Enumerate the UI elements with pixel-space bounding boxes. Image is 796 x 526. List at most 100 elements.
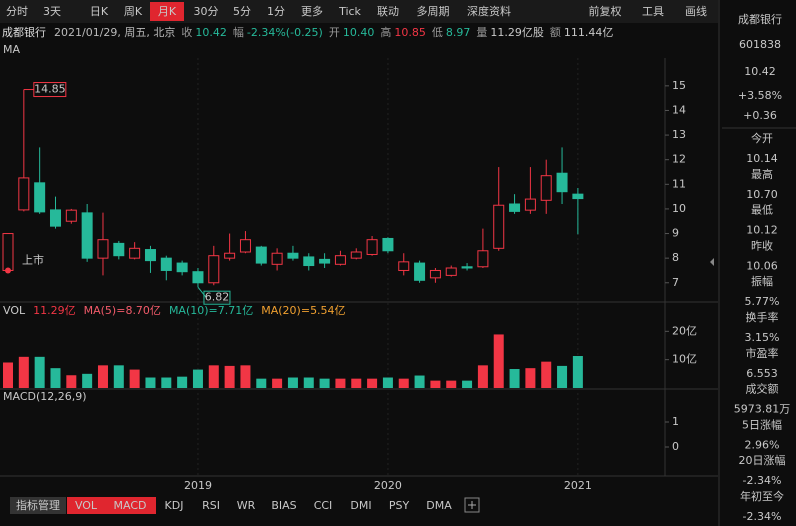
y-tick-label: 10 (672, 202, 686, 215)
candle-body (524, 198, 536, 211)
toolbar-tab[interactable]: 分时 (6, 5, 28, 18)
volume-bar (34, 356, 45, 388)
volume-bar (430, 380, 441, 388)
toolbar-tab[interactable]: 5分 (233, 5, 251, 18)
quote-change-pct: +3.58% (738, 89, 782, 102)
indicator-tab[interactable]: MACD (114, 499, 147, 512)
stat-value: 5.77% (745, 295, 780, 308)
vol-legend-item: MA(5)=8.70亿 (84, 304, 161, 317)
indicator-tab[interactable]: CCI (314, 499, 333, 512)
macd-tick-label: 0 (672, 440, 679, 453)
ma-label: MA (3, 43, 20, 56)
info-value: 11.29亿股 (490, 26, 544, 39)
volume-bar (256, 378, 267, 388)
info-row: 成都银行 2021/01/29, 周五, 北京收 10.42 幅 -2.34%(-0.2… (2, 25, 613, 39)
volume-bar (208, 365, 219, 388)
toolbar-tool[interactable]: 工具 (642, 5, 664, 18)
info-label: 低 (432, 26, 443, 39)
macd-tick-label: 1 (672, 415, 679, 428)
info-value: 10.85 (394, 26, 426, 39)
y-tick-label: 11 (672, 177, 686, 190)
toolbar-tab[interactable]: 日K (90, 5, 109, 18)
candle-body (239, 239, 251, 253)
info-value: 111.44亿 (564, 26, 614, 39)
candle-body (461, 266, 473, 269)
candle-body (65, 209, 77, 222)
add-indicator[interactable] (464, 497, 480, 513)
volume-bar (493, 334, 504, 388)
stock-name: 成都银行 (2, 25, 46, 39)
info-label: 量 (476, 26, 487, 39)
indicator-tab[interactable]: BIAS (271, 499, 296, 512)
stat-value: 10.06 (746, 259, 778, 272)
info-value: 10.40 (343, 26, 375, 39)
volume-bar (97, 365, 108, 388)
info-label: 开 (329, 26, 340, 39)
toolbar-tab[interactable]: 30分 (194, 5, 219, 18)
volume-bar (335, 378, 346, 388)
stat-label: 今开 (751, 131, 773, 145)
candle-body (445, 267, 457, 276)
candle-body (493, 204, 505, 249)
indicator-tab[interactable]: RSI (202, 499, 220, 512)
indicator-manage[interactable]: 指标管理 (16, 498, 60, 512)
candle-body (572, 193, 584, 200)
x-tick-label: 2021 (564, 479, 592, 492)
vol-legend-item: MA(20)=5.54亿 (261, 304, 345, 317)
volume-bar (66, 375, 77, 388)
candle-body (192, 271, 204, 284)
toolbar-tab[interactable]: 深度资料 (467, 4, 511, 18)
toolbar-tab[interactable]: 多周期 (417, 4, 450, 18)
candle-body (319, 258, 331, 264)
indicator-tab[interactable]: DMI (350, 499, 371, 512)
indicator-tab[interactable]: KDJ (165, 499, 184, 512)
candle-body (144, 249, 156, 262)
candle-body (49, 209, 61, 227)
toolbar-tool[interactable]: 画线 (685, 4, 707, 18)
indicator-tab[interactable]: PSY (389, 499, 410, 512)
vol-legend-item: 11.29亿 (33, 304, 76, 317)
toolbar-tab[interactable]: Tick (338, 5, 361, 18)
collapse-button[interactable] (710, 258, 714, 266)
low-label: 6.82 (205, 291, 230, 304)
high-box (33, 82, 67, 98)
datetime: 2021/01/29, 周五, 北京 (54, 25, 175, 39)
manage-bg (10, 497, 66, 514)
stat-label: 昨收 (751, 238, 773, 252)
toolbar-tab[interactable]: 1分 (267, 5, 285, 18)
info-label: 高 (380, 25, 391, 39)
indicator-tab[interactable]: DMA (426, 499, 452, 512)
stat-label: 成交额 (746, 382, 779, 396)
y-tick-label: 7 (672, 276, 679, 289)
y-tick-label: 13 (672, 128, 686, 141)
vol-legend-item: MA(10)=7.71亿 (169, 304, 253, 317)
candle-body (477, 250, 489, 268)
toolbar-tab[interactable]: 3天 (43, 5, 61, 18)
info-label: 幅 (233, 26, 244, 39)
stat-label: 20日涨幅 (739, 454, 786, 467)
y-tick-label: 14 (672, 103, 686, 116)
stat-value: 6.553 (746, 367, 778, 380)
toolbar-tab[interactable]: 月K (158, 5, 177, 18)
indicator-tab[interactable]: VOL (75, 499, 98, 512)
volume-bar (161, 377, 172, 388)
vol-legend: VOL 11.29亿 MA(5)=8.70亿 MA(10)=7.71亿 MA(20)=5… (3, 304, 346, 317)
listing-label: 上市 (22, 252, 44, 266)
y-tick-label: 8 (672, 251, 679, 264)
stat-value: 5973.81万 (734, 403, 791, 416)
stat-label: 换手率 (746, 310, 779, 324)
indicator-tab[interactable]: WR (237, 499, 256, 512)
candle-body (18, 177, 30, 211)
toolbar-tool[interactable]: 前复权 (589, 4, 622, 18)
stat-label: 市盈率 (746, 346, 779, 360)
volume-bar (351, 378, 362, 388)
candle-body (540, 175, 552, 201)
toolbar-tab[interactable]: 更多 (301, 4, 323, 18)
toolbar-tab[interactable]: 联动 (377, 5, 399, 18)
info-label: 额 (550, 26, 561, 39)
quote-code: 601838 (739, 38, 781, 51)
toolbar-tab[interactable]: 周K (124, 5, 143, 18)
y-tick-label: 9 (672, 227, 679, 240)
candle-body (287, 252, 299, 259)
